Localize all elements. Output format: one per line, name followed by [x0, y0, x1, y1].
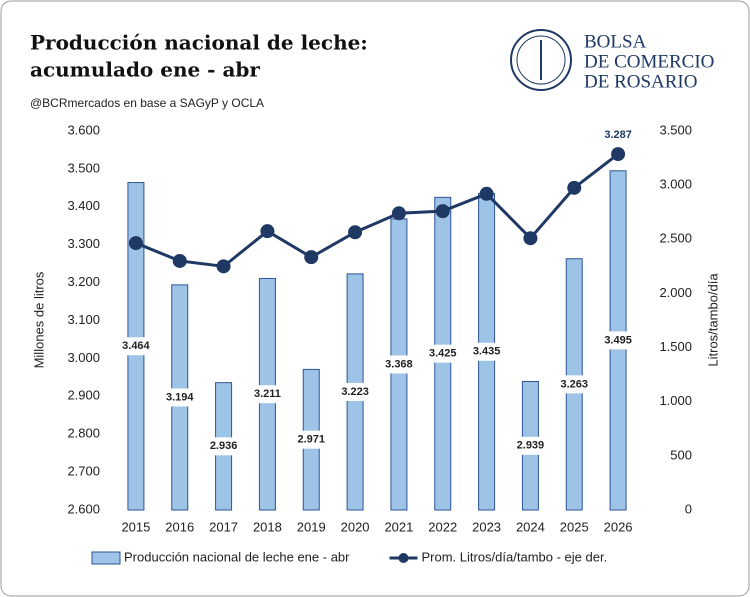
- y-tick-label: 3.500: [67, 160, 100, 175]
- point: [304, 250, 319, 265]
- point: [391, 206, 406, 221]
- y2-tick-label: 3.000: [659, 177, 692, 192]
- value-label-bg: [159, 388, 200, 407]
- y2-tick-label: 1.000: [659, 393, 692, 408]
- y2-tick-label: 2.500: [659, 231, 692, 246]
- x-tick-label: 2017: [209, 519, 238, 534]
- value-label: 3.425: [429, 348, 457, 360]
- y-tick-label: 2.700: [67, 464, 100, 479]
- value-label: 3.435: [473, 346, 501, 358]
- x-tick-label: 2024: [516, 519, 545, 534]
- value-label: 2.939: [517, 440, 545, 452]
- logo-emblem: [510, 29, 572, 91]
- logo-text: BOLSA: [584, 31, 647, 52]
- value-label-bg: [554, 375, 595, 394]
- value-label-bg: [203, 437, 244, 456]
- value-label: 3.464: [122, 340, 150, 352]
- y-tick-label: 3.200: [67, 274, 100, 289]
- value-label: 3.223: [341, 386, 369, 398]
- value-label-bg: [510, 436, 551, 455]
- logo-emblem: [516, 35, 566, 85]
- y-tick-label: 3.000: [67, 350, 100, 365]
- x-tick-label: 2018: [253, 519, 282, 534]
- x-tick-label: 2023: [472, 519, 501, 534]
- logo-text: DE ROSARIO: [584, 71, 697, 92]
- point: [216, 259, 231, 274]
- x-tick-label: 2019: [297, 519, 326, 534]
- y2-axis-title: Litros/tambo/día: [705, 273, 720, 367]
- point: [479, 186, 494, 201]
- x-tick-label: 2022: [428, 519, 457, 534]
- x-tick-label: 2021: [384, 519, 413, 534]
- chart-title: Producción nacional de leche:: [30, 31, 368, 55]
- value-label: 3.194: [166, 391, 194, 403]
- point: [523, 231, 538, 246]
- x-tick-label: 2025: [560, 519, 589, 534]
- x-tick-label: 2026: [604, 519, 633, 534]
- point: [348, 225, 363, 240]
- x-tick-label: 2015: [121, 519, 150, 534]
- line: [135, 152, 619, 268]
- value-label: 2.971: [297, 434, 325, 446]
- y2-tick-label: 500: [670, 447, 692, 462]
- value-label: 3.495: [604, 334, 632, 346]
- point: [128, 236, 143, 251]
- point: [611, 147, 626, 162]
- y-tick-label: 3.600: [67, 122, 100, 137]
- y2-tick-label: 2.000: [659, 285, 692, 300]
- point: [435, 204, 450, 219]
- point: [260, 224, 275, 239]
- y-tick-label: 3.300: [67, 236, 100, 251]
- y2-tick-label: 3.500: [659, 122, 692, 137]
- chart-title: acumulado ene - abr: [30, 58, 260, 82]
- value-label: 3.368: [385, 358, 413, 370]
- value-label-bg: [115, 337, 156, 356]
- legend-label: Producción nacional de leche ene - abr: [124, 549, 350, 564]
- point: [172, 253, 187, 268]
- y-axis-title: Millones de litros: [31, 271, 46, 368]
- logo-text: DE COMERCIO: [584, 51, 714, 72]
- value-label: 2.936: [210, 440, 238, 452]
- value-label-bg: [291, 430, 332, 449]
- chart-subtitle: @BCRmercados en base a SAGyP y OCLA: [30, 96, 264, 110]
- value-label: 3.211: [254, 388, 281, 400]
- y-tick-label: 2.800: [67, 426, 100, 441]
- value-label-bg: [466, 342, 507, 361]
- y-tick-label: 3.400: [67, 198, 100, 213]
- y-tick-label: 2.600: [67, 501, 100, 516]
- y2-tick-label: 0: [685, 501, 692, 516]
- legend-label: Prom. Litros/día/tambo - eje der.: [421, 549, 607, 564]
- legend-swatch: [91, 551, 121, 565]
- value-label-bg: [378, 355, 419, 374]
- x-tick-label: 2016: [165, 519, 194, 534]
- y-tick-label: 2.900: [67, 388, 100, 403]
- value-label: 3.263: [560, 378, 588, 390]
- value-label-bg: [422, 344, 463, 363]
- value-label-bg: [598, 331, 639, 350]
- y-tick-label: 3.100: [67, 312, 100, 327]
- value-label: 3.287: [604, 129, 632, 141]
- value-label-bg: [247, 385, 288, 404]
- value-label-bg: [335, 382, 376, 401]
- legend-swatch: [398, 553, 409, 563]
- point: [567, 180, 582, 195]
- y2-tick-label: 1.500: [659, 339, 692, 354]
- x-tick-label: 2020: [341, 519, 370, 534]
